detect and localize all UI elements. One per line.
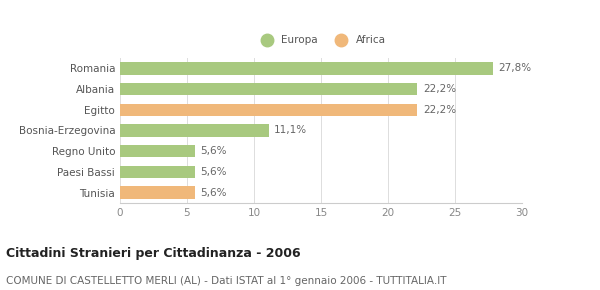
Text: 27,8%: 27,8% [498,63,531,73]
Text: 22,2%: 22,2% [423,84,456,94]
Bar [120,145,195,157]
Bar [120,186,195,199]
Bar [120,124,269,137]
Text: COMUNE DI CASTELLETTO MERLI (AL) - Dati ISTAT al 1° gennaio 2006 - TUTTITALIA.IT: COMUNE DI CASTELLETTO MERLI (AL) - Dati … [6,276,446,286]
Bar [120,104,418,116]
Bar [120,83,418,95]
Bar [120,62,493,75]
Text: 11,1%: 11,1% [274,126,307,135]
Text: 5,6%: 5,6% [200,146,227,156]
Legend: Europa, Africa: Europa, Africa [252,31,390,50]
Text: 22,2%: 22,2% [423,105,456,115]
Bar [120,166,195,178]
Text: 5,6%: 5,6% [200,188,227,198]
Text: Cittadini Stranieri per Cittadinanza - 2006: Cittadini Stranieri per Cittadinanza - 2… [6,247,301,260]
Text: 5,6%: 5,6% [200,167,227,177]
